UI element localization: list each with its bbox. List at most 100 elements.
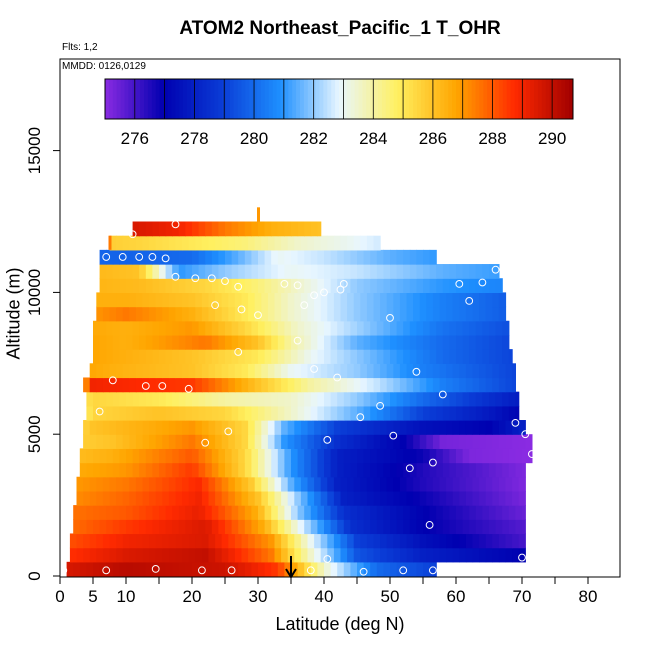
heatmap-cell [112,561,120,577]
observation-circle [310,291,319,300]
heatmap-cell [403,405,411,421]
heatmap-cell [254,533,262,549]
heatmap-cell [462,448,470,464]
heatmap-cell [192,561,200,577]
heatmap-cell [185,349,193,364]
heatmap-cell [446,363,454,379]
colorbar-segment [292,79,297,119]
heatmap-cell [93,391,101,407]
heatmap-cell [446,547,454,563]
heatmap-cell [258,391,266,407]
heatmap-cell [360,533,368,549]
heatmap-cell [459,533,467,549]
heatmap-cell [343,505,351,520]
heatmap-cell [330,448,338,464]
heatmap-cell [228,420,236,435]
colorbar-segment [214,79,219,119]
heatmap-cell [198,391,206,407]
heatmap-cell [225,320,233,336]
heatmap-cell [122,547,130,563]
heatmap-cell [277,561,285,577]
heatmap-cell [234,306,243,322]
heatmap-cell [93,462,101,478]
heatmap-cell [142,363,150,379]
heatmap-cell [205,349,213,364]
heatmap-cell [300,420,309,435]
heatmap-cell [86,462,94,478]
heatmap-cell [320,476,328,492]
heatmap-cell [178,448,186,464]
heatmap-cell [465,476,474,492]
heatmap-cell [333,292,342,308]
heatmap-cell [251,320,259,336]
heatmap-cell [300,292,309,308]
heatmap-cell [439,363,447,379]
colorbar-segment [401,79,406,119]
heatmap-cell [475,349,483,364]
heatmap-cell [304,349,312,364]
heatmap-cell [310,320,318,336]
heatmap-cell [304,448,312,464]
heatmap-cell [363,278,371,293]
heatmap-cell [142,533,150,549]
heatmap-cell [475,264,483,279]
heatmap-cell [102,533,111,549]
heatmap-cell [330,264,338,279]
heatmap-cell [228,363,236,379]
heatmap-cell [248,476,256,492]
observation-circle [224,427,233,436]
heatmap-cell [93,320,101,336]
heatmap-cell [396,391,404,407]
heatmap-cell [370,448,378,464]
heatmap-cell [215,377,223,393]
heatmap-cell [324,264,332,279]
heatmap-cell [429,505,437,520]
heatmap-spikes [108,207,260,250]
colorbar-segment [253,79,258,119]
heatmap-cell [297,249,305,265]
heatmap-cell [353,363,361,379]
heatmap-cell [119,405,127,421]
heatmap-cell [386,363,394,379]
heatmap-cell [155,476,163,492]
heatmap-cell [502,519,510,535]
heatmap-cell [522,462,526,478]
heatmap-cell [413,490,421,506]
heatmap-cell [116,533,124,549]
heatmap-cell [495,278,503,293]
heatmap-cell [396,519,404,535]
heatmap-cell [317,221,322,237]
heatmap-cell [340,476,348,492]
heatmap-cell [73,505,81,520]
heatmap-cell [399,306,408,322]
heatmap-cell [205,448,213,464]
heatmap-cell [350,448,358,464]
heatmap-cell [274,306,282,322]
heatmap-cell [126,448,134,464]
heatmap-cell [93,519,101,535]
heatmap-cell [142,292,150,308]
heatmap-cell [399,434,408,449]
heatmap-cell [274,363,282,379]
heatmap-cell [380,377,388,393]
heatmap-cell [152,448,160,464]
heatmap-cell [472,306,480,322]
observation-circle [158,382,167,390]
observation-circle [528,450,536,458]
heatmap-cell [198,334,206,350]
colorbar-segment [417,79,422,119]
colorbar-segment [557,79,562,119]
colorbar-segment [128,79,133,119]
heatmap-cell [244,448,252,464]
heatmap-cell [502,448,510,464]
heatmap-cell [363,462,371,478]
heatmap-cell [238,264,246,279]
heatmap-cell [386,490,394,506]
observation-circle [521,430,530,439]
observation-circle [293,281,302,290]
heatmap-cell [505,476,513,492]
observation-circle [221,277,229,285]
heatmap-cell [248,434,256,449]
heatmap-cell [126,462,134,478]
heatmap-cell [89,476,97,492]
